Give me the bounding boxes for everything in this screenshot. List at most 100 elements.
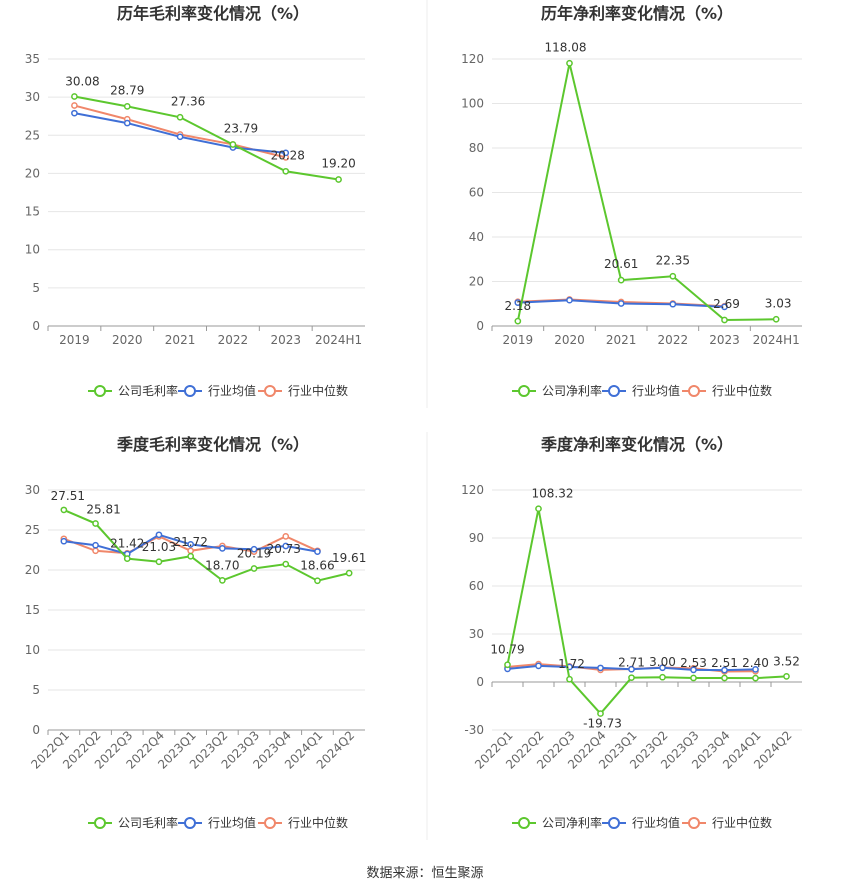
data-label: 19.61 — [332, 551, 366, 565]
series-point[interactable] — [176, 133, 184, 141]
series-point[interactable] — [659, 664, 666, 672]
chart-title: 历年净利率变化情况（%） — [541, 4, 733, 23]
series-point[interactable] — [229, 141, 237, 148]
series-point[interactable] — [617, 276, 625, 284]
series-point[interactable] — [566, 296, 573, 304]
legend-item-2[interactable]: 行业均值 — [178, 383, 256, 398]
data-label: 20.73 — [267, 542, 301, 556]
y-tick-label: 5 — [32, 281, 40, 295]
series-point[interactable] — [345, 569, 353, 577]
data-label: 20.28 — [271, 148, 305, 162]
series-point[interactable] — [752, 666, 759, 673]
data-label: 18.70 — [205, 558, 239, 572]
series-point[interactable] — [772, 315, 780, 323]
legend-item-1[interactable]: 公司毛利率 — [88, 383, 178, 398]
series-point[interactable] — [597, 664, 604, 672]
x-tick-label: 2021 — [165, 333, 196, 347]
y-tick-label: 60 — [469, 186, 484, 200]
series-point[interactable] — [219, 577, 226, 584]
series-point[interactable] — [752, 674, 759, 682]
series-point[interactable] — [783, 673, 790, 680]
series-point[interactable] — [617, 300, 625, 307]
series-point[interactable] — [721, 303, 728, 311]
data-source-value: 恒生聚源 — [431, 866, 484, 881]
series-point[interactable] — [282, 149, 290, 157]
series-point[interactable] — [721, 666, 728, 674]
series-point[interactable] — [71, 93, 78, 100]
legend-item-2[interactable]: 行业均值 — [602, 815, 680, 830]
x-tick-label: 2019 — [503, 333, 534, 347]
legend-item-1[interactable]: 公司净利率 — [512, 383, 602, 398]
series-point[interactable] — [690, 674, 697, 682]
y-tick-label: 30 — [25, 90, 40, 104]
series-point[interactable] — [566, 675, 573, 683]
series-point[interactable] — [597, 710, 604, 717]
data-label: 1.72 — [558, 657, 585, 671]
legend-label: 行业均值 — [208, 815, 256, 830]
series-point[interactable] — [669, 300, 677, 308]
series-point[interactable] — [155, 531, 163, 539]
series-point[interactable] — [60, 537, 68, 545]
legend-item-3[interactable]: 行业中位数 — [682, 815, 772, 830]
series-point[interactable] — [187, 541, 194, 548]
legend-item-3[interactable]: 行业中位数 — [682, 383, 772, 398]
data-label: 27.51 — [51, 489, 85, 503]
series-point[interactable] — [176, 113, 184, 121]
series-point[interactable] — [690, 666, 697, 674]
legend-item-2[interactable]: 行业均值 — [602, 383, 680, 398]
chart-title: 季度净利率变化情况（%） — [540, 435, 733, 454]
series-point[interactable] — [187, 552, 194, 560]
legend-item-1[interactable]: 公司净利率 — [512, 815, 602, 830]
series-point[interactable] — [123, 103, 131, 110]
series-point[interactable] — [721, 316, 728, 324]
chart-panel-3: 季度毛利率变化情况（%）0510152025302022Q12022Q22022… — [25, 435, 367, 830]
legend-item-3[interactable]: 行业中位数 — [258, 815, 348, 830]
series-point[interactable] — [535, 505, 542, 513]
data-label: 30.08 — [65, 75, 99, 89]
legend-item-3[interactable]: 行业中位数 — [258, 383, 348, 398]
legend-item-1[interactable]: 公司毛利率 — [88, 815, 178, 830]
series-point[interactable] — [314, 577, 321, 585]
series-point[interactable] — [123, 119, 131, 127]
series-point[interactable] — [282, 533, 290, 540]
series-point[interactable] — [514, 299, 522, 306]
series-point[interactable] — [628, 665, 635, 673]
series-point[interactable] — [155, 558, 163, 566]
legend-marker-icon — [518, 385, 530, 397]
series-point[interactable] — [71, 102, 78, 109]
series-point[interactable] — [721, 674, 728, 682]
series-point[interactable] — [123, 555, 131, 562]
series-point[interactable] — [314, 548, 321, 555]
series-point[interactable] — [250, 545, 258, 553]
series-point[interactable] — [282, 560, 290, 568]
series-point[interactable] — [92, 547, 99, 555]
series-point[interactable] — [335, 176, 342, 183]
data-label: 2.53 — [680, 656, 707, 670]
series-point[interactable] — [669, 272, 677, 280]
data-label: 2.40 — [742, 656, 769, 670]
series-point[interactable] — [535, 662, 542, 670]
series-point[interactable] — [566, 59, 573, 67]
legend-marker-icon — [264, 385, 276, 397]
x-tick-label: 2021 — [606, 333, 637, 347]
x-tick-label: 2019 — [59, 333, 90, 347]
x-tick-label: 2022 — [658, 333, 689, 347]
series-point[interactable] — [282, 167, 290, 175]
x-tick-label: 2024H1 — [315, 333, 362, 347]
series-point[interactable] — [504, 661, 511, 669]
series-point[interactable] — [219, 545, 226, 552]
series-point[interactable] — [250, 565, 258, 572]
series-point[interactable] — [514, 317, 522, 325]
y-tick-label: 40 — [469, 230, 484, 244]
series-point[interactable] — [92, 520, 99, 527]
series-point[interactable] — [628, 674, 635, 682]
series-point[interactable] — [60, 506, 68, 514]
series-point[interactable] — [92, 541, 99, 549]
legend-label: 行业均值 — [632, 815, 680, 830]
series-point[interactable] — [282, 542, 290, 550]
series-point[interactable] — [659, 673, 666, 681]
y-tick-label: 0 — [476, 319, 484, 333]
series-point[interactable] — [71, 109, 78, 117]
legend-item-2[interactable]: 行业均值 — [178, 815, 256, 830]
